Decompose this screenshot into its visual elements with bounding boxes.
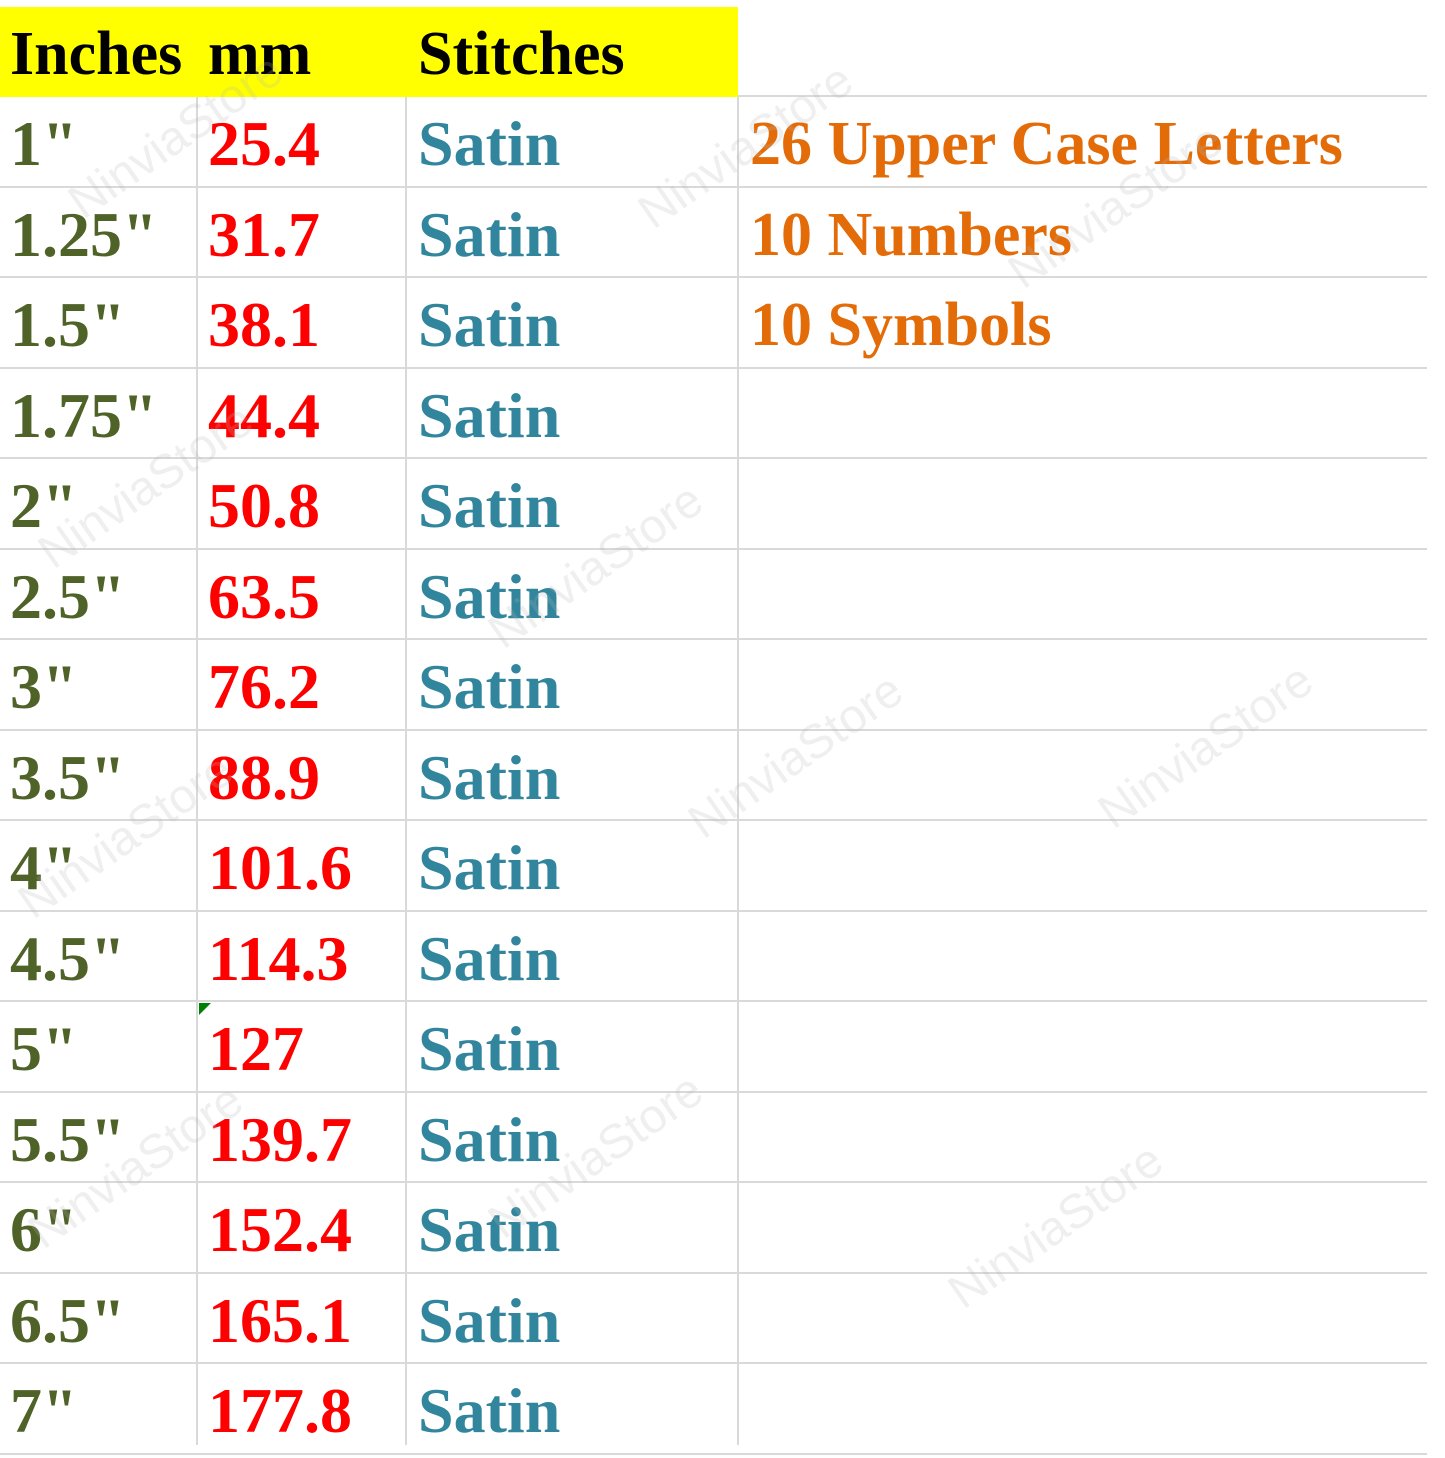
stitch-cell[interactable]: Satin [418, 1013, 561, 1084]
mm-cell[interactable]: 165.1 [208, 1284, 352, 1356]
table-row: 1.25" 31.7 Satin 10 Numbers [0, 188, 1427, 278]
inches-cell[interactable]: 5.5" [10, 1103, 126, 1175]
stitch-cell[interactable]: Satin [418, 1194, 561, 1265]
header-inches: Inches [10, 20, 183, 88]
grid-line [738, 95, 1427, 97]
inches-cell[interactable]: 2.5" [10, 560, 126, 632]
table-row: 5.5" 139.7 Satin [0, 1093, 1427, 1183]
table-row: 2.5" 63.5 Satin [0, 550, 1427, 640]
mm-cell[interactable]: 114.3 [208, 922, 349, 994]
stitch-cell[interactable]: Satin [418, 741, 561, 813]
stitch-cell[interactable]: Satin [418, 1284, 561, 1356]
stitch-cell[interactable]: Satin [418, 289, 561, 360]
mm-cell[interactable]: 127 [208, 1013, 304, 1084]
mm-cell[interactable]: 38.1 [208, 289, 320, 360]
stitch-cell[interactable]: Satin [418, 470, 561, 541]
table-row: 6.5" 165.1 Satin [0, 1274, 1427, 1364]
table-row: 6" 152.4 Satin [0, 1183, 1427, 1274]
mm-cell[interactable]: 76.2 [208, 651, 320, 722]
table-row: 2" 50.8 Satin [0, 459, 1427, 550]
mm-cell[interactable]: 31.7 [208, 198, 320, 270]
mm-cell[interactable]: 50.8 [208, 470, 320, 541]
header-row [0, 7, 738, 97]
inches-cell[interactable]: 6.5" [10, 1284, 126, 1356]
stitch-cell[interactable]: Satin [418, 560, 561, 632]
stitch-cell[interactable]: Satin [418, 108, 561, 179]
stitch-cell[interactable]: Satin [418, 1103, 561, 1175]
inches-cell[interactable]: 1.5" [10, 289, 126, 360]
table-row: 7" 177.8 Satin [0, 1364, 1427, 1455]
inches-cell[interactable]: 1.75" [10, 379, 158, 451]
inches-cell[interactable]: 1.25" [10, 198, 158, 270]
table-row: 3.5" 88.9 Satin [0, 731, 1427, 821]
stitch-cell[interactable]: Satin [418, 1375, 561, 1446]
column-divider [737, 97, 739, 1445]
inches-cell[interactable]: 6" [10, 1194, 78, 1265]
stitch-cell[interactable]: Satin [418, 651, 561, 722]
mm-cell[interactable]: 44.4 [208, 379, 320, 451]
cell-error-indicator [199, 1003, 211, 1015]
inches-cell[interactable]: 4.5" [10, 922, 126, 994]
mm-cell[interactable]: 88.9 [208, 741, 320, 813]
column-divider [405, 97, 407, 1445]
stitch-cell[interactable]: Satin [418, 198, 561, 270]
note-cell[interactable]: 10 Numbers [750, 200, 1073, 269]
table-row: 1.5" 38.1 Satin 10 Symbols [0, 278, 1427, 369]
inches-cell[interactable]: 3.5" [10, 741, 126, 813]
table-row: 1.75" 44.4 Satin [0, 369, 1427, 459]
mm-cell[interactable]: 152.4 [208, 1194, 352, 1265]
mm-cell[interactable]: 25.4 [208, 108, 320, 179]
mm-cell[interactable]: 63.5 [208, 560, 320, 632]
inches-cell[interactable]: 7" [10, 1375, 78, 1446]
inches-cell[interactable]: 3" [10, 651, 78, 722]
mm-cell[interactable]: 139.7 [208, 1103, 352, 1175]
table-row: 4.5" 114.3 Satin [0, 912, 1427, 1002]
inches-cell[interactable]: 4" [10, 832, 78, 903]
note-cell[interactable]: 10 Symbols [750, 291, 1052, 359]
mm-cell[interactable]: 101.6 [208, 832, 352, 903]
column-divider [196, 97, 198, 1445]
inches-cell[interactable]: 1" [10, 108, 78, 179]
table-row: 1" 25.4 Satin 26 Upper Case Letters [0, 97, 1427, 188]
stitch-cell[interactable]: Satin [418, 922, 561, 994]
header-mm: mm [208, 20, 312, 88]
table-row: 4" 101.6 Satin [0, 821, 1427, 912]
note-cell[interactable]: 26 Upper Case Letters [750, 110, 1343, 178]
inches-cell[interactable]: 2" [10, 470, 78, 541]
inches-cell[interactable]: 5" [10, 1013, 78, 1084]
mm-cell[interactable]: 177.8 [208, 1375, 352, 1446]
table-row: 5" 127 Satin [0, 1002, 1427, 1093]
stitch-cell[interactable]: Satin [418, 832, 561, 903]
stitch-cell[interactable]: Satin [418, 379, 561, 451]
header-stitches: Stitches [418, 20, 625, 88]
table-row: 3" 76.2 Satin [0, 640, 1427, 731]
